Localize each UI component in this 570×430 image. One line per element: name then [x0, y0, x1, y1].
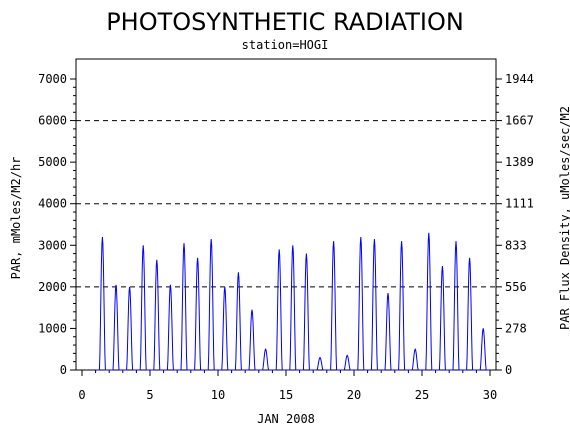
- y-axis-label-left: PAR, mMoles/M2/hr: [9, 157, 23, 280]
- tick-labels: 0 1000 2000 3000 4000 5000 6000 7000 0 278 556 833 1…: [38, 72, 534, 402]
- x-tick-label: 25: [415, 388, 429, 402]
- chart-subtitle: station=HOGI: [242, 38, 329, 52]
- x-tick-label: 10: [211, 388, 225, 402]
- x-tick-label: 15: [279, 388, 293, 402]
- y-tick-label-right: 0: [505, 363, 512, 377]
- y-axis-label-right: PAR Flux Density, uMoles/sec/M2: [558, 106, 570, 330]
- y-tick-label-left: 6000: [38, 114, 67, 128]
- y-tick-label-right: 278: [505, 321, 527, 335]
- x-tick-label: 30: [483, 388, 497, 402]
- y-tick-label-left: 0: [60, 363, 67, 377]
- chart-title: PHOTOSYNTHETIC RADIATION: [106, 8, 464, 36]
- y-tick-label-left: 2000: [38, 280, 67, 294]
- y-tick-label-right: 1111: [505, 197, 534, 211]
- y-tick-label-right: 833: [505, 238, 527, 252]
- axis-ticks: [70, 78, 502, 376]
- par-series-line: [95, 232, 490, 371]
- reference-lines: [76, 120, 496, 288]
- y-tick-label-left: 5000: [38, 155, 67, 169]
- plot-frame: [75, 58, 497, 371]
- y-tick-label-right: 1389: [505, 155, 534, 169]
- x-axis-label: JAN 2008: [257, 412, 315, 426]
- y-tick-label-left: 4000: [38, 197, 67, 211]
- x-tick-label: 0: [78, 388, 85, 402]
- y-tick-label-left: 3000: [38, 238, 67, 252]
- x-tick-label: 5: [146, 388, 153, 402]
- y-tick-label-right: 1944: [505, 72, 534, 86]
- y-tick-label-left: 1000: [38, 321, 67, 335]
- y-tick-label-left: 7000: [38, 72, 67, 86]
- y-tick-label-right: 1667: [505, 114, 534, 128]
- x-tick-label: 20: [347, 388, 361, 402]
- y-tick-label-right: 556: [505, 280, 527, 294]
